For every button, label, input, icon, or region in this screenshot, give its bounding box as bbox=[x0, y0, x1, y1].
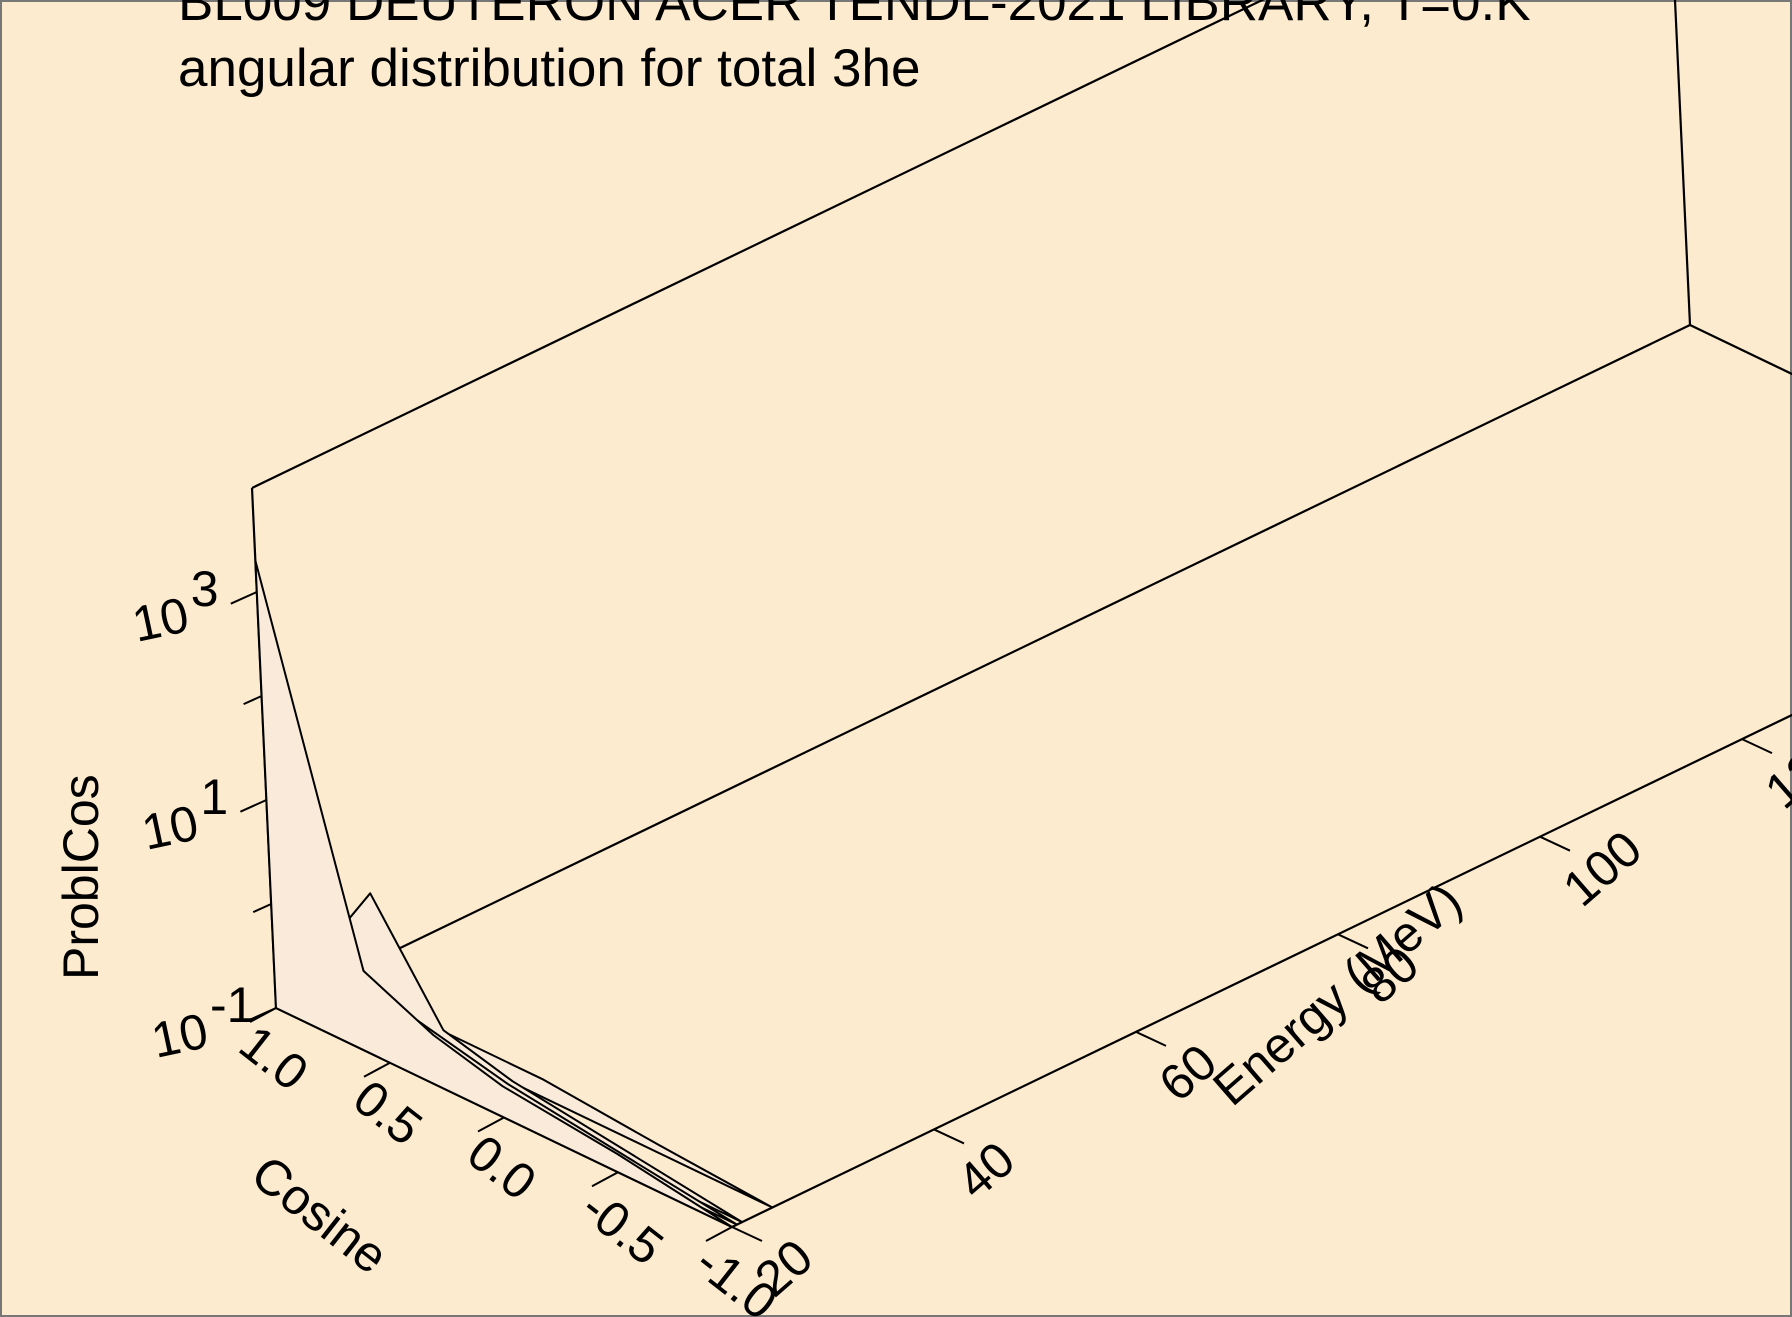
cosine-tick bbox=[705, 1226, 733, 1242]
cosine-tick bbox=[363, 1061, 391, 1078]
z-tick-exponent: 3 bbox=[191, 561, 219, 617]
z-tick bbox=[252, 903, 272, 914]
z-tick bbox=[239, 799, 267, 813]
z-tick-label: 10 bbox=[127, 586, 193, 652]
frame-edge-back-right bbox=[1673, 0, 1692, 326]
data-traces bbox=[254, 559, 774, 1228]
frame-edge-right-floor bbox=[1689, 324, 1792, 376]
chart-title-line-1: BL009 DEUTERON ACER TENDL-2021 LIBRARY, … bbox=[178, 0, 1531, 32]
energy-tick-60 bbox=[1135, 1030, 1167, 1047]
frame-edge-top-back bbox=[251, 0, 1265, 489]
frame-edge-back-floor bbox=[275, 324, 1691, 1009]
frame-edge-front-energy bbox=[731, 713, 1792, 1228]
z-tick bbox=[249, 1007, 277, 1021]
z-tick-label: 10 bbox=[147, 1002, 213, 1068]
cosine-tick bbox=[591, 1171, 619, 1188]
z-tick-exponent: -1 bbox=[210, 977, 254, 1033]
energy-tick-40 bbox=[933, 1128, 965, 1145]
energy-tick-120 bbox=[1741, 738, 1773, 755]
cosine-tick bbox=[477, 1116, 505, 1133]
energy-tick-80 bbox=[1337, 933, 1369, 950]
z-tick bbox=[243, 695, 263, 706]
chart-title-line-2: angular distribution for total 3he bbox=[178, 39, 920, 98]
z-tick-exponent: 1 bbox=[200, 769, 228, 825]
trace-energy-20 bbox=[254, 559, 733, 1228]
energy-tick-100 bbox=[1539, 835, 1571, 852]
z-tick-label: 10 bbox=[137, 794, 203, 860]
energy-tick-20 bbox=[731, 1226, 763, 1242]
z-tick bbox=[230, 591, 258, 605]
z-axis-label: ProblCos bbox=[53, 774, 109, 980]
